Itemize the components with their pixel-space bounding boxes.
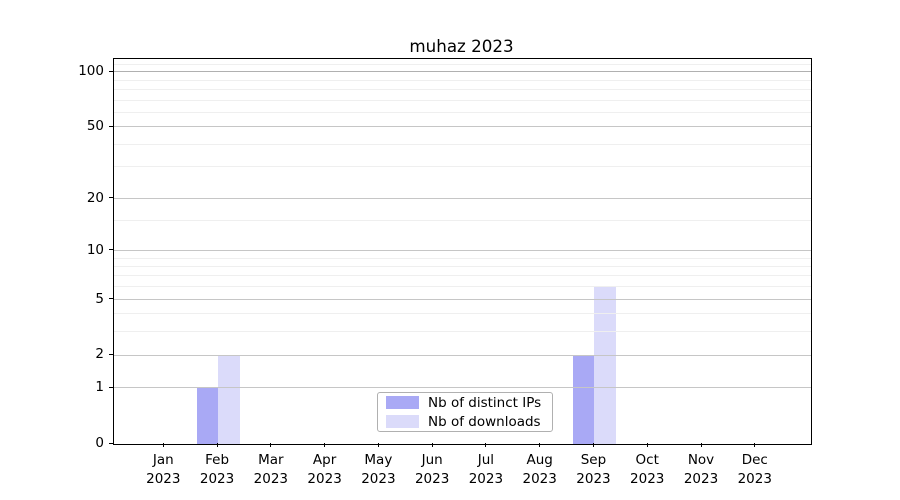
gridline-minor	[114, 313, 811, 315]
legend: Nb of distinct IPs Nb of downloads	[377, 392, 553, 432]
y-tick-label: 50	[86, 118, 104, 135]
x-tick-mark	[646, 443, 648, 447]
plot-area	[113, 58, 812, 445]
y-tick-label: 100	[78, 63, 104, 80]
y-tick-mark	[109, 197, 113, 199]
gridline-major	[114, 354, 811, 356]
x-tick-mark	[539, 443, 541, 447]
bar-sep-downloads	[594, 287, 616, 444]
bar-feb-downloads	[218, 355, 240, 444]
x-tick-label-jul: Jul 2023	[468, 452, 504, 487]
x-tick-label-oct: Oct 2023	[630, 452, 665, 487]
bar-feb-distinct-ips	[196, 388, 219, 444]
gridline-minor	[114, 63, 811, 65]
gridline-major	[114, 197, 811, 199]
y-tick-mark	[109, 70, 113, 72]
y-tick-mark	[109, 125, 113, 127]
x-tick-mark	[324, 443, 326, 447]
y-tick-label: 5	[95, 290, 104, 307]
x-tick-mark	[162, 443, 164, 447]
x-tick-label-feb: Feb 2023	[199, 452, 235, 487]
gridline-minor	[114, 219, 811, 221]
x-tick-mark	[216, 443, 218, 447]
x-tick-label-aug: Aug 2023	[522, 452, 557, 487]
y-tick-label: 2	[95, 346, 104, 363]
gridline-major	[114, 298, 811, 300]
x-tick-mark	[431, 443, 433, 447]
x-tick-label-dec: Dec 2023	[737, 452, 772, 487]
legend-swatch-distinct-ips	[386, 396, 419, 409]
x-tick-label-nov: Nov 2023	[683, 452, 719, 487]
y-tick-mark	[109, 249, 113, 251]
legend-label-downloads: Nb of downloads	[428, 413, 541, 430]
gridline-minor	[114, 143, 811, 145]
y-tick-label: 0	[95, 435, 104, 451]
y-tick-label: 10	[86, 241, 104, 258]
gridline-minor	[114, 89, 811, 90]
x-tick-mark	[270, 443, 272, 447]
gridline-minor	[114, 257, 811, 259]
y-tick-mark	[109, 353, 113, 355]
gridline-minor	[114, 111, 811, 113]
gridline-major	[114, 126, 811, 128]
gridline-major	[114, 387, 811, 389]
gridline-minor	[114, 331, 811, 333]
gridline-minor	[114, 166, 811, 168]
legend-item-downloads: Nb of downloads	[386, 414, 552, 430]
y-tick-mark	[109, 442, 113, 444]
x-tick-mark	[700, 443, 702, 447]
chart-title: muhaz 2023	[409, 36, 514, 56]
x-tick-label-mar: Mar 2023	[253, 452, 288, 487]
legend-swatch-downloads	[386, 415, 419, 428]
x-tick-label-jan: Jan 2023	[146, 452, 181, 487]
x-tick-label-may: May 2023	[361, 452, 396, 487]
gridline-major	[114, 71, 811, 73]
x-tick-label-apr: Apr 2023	[307, 452, 342, 487]
x-tick-mark	[377, 443, 379, 447]
gridline-minor	[114, 286, 811, 288]
y-tick-mark	[109, 298, 113, 300]
y-tick-mark	[109, 386, 113, 388]
x-tick-mark	[754, 443, 756, 447]
y-tick-label: 1	[95, 379, 104, 396]
gridline-minor	[114, 275, 811, 277]
gridline-major	[114, 249, 811, 251]
gridline-minor	[114, 79, 811, 81]
legend-item-distinct-ips: Nb of distinct IPs	[386, 395, 552, 411]
legend-label-distinct-ips: Nb of distinct IPs	[428, 394, 542, 411]
x-tick-mark	[485, 443, 487, 447]
y-tick-label: 20	[86, 189, 104, 206]
x-tick-mark	[592, 443, 594, 447]
x-tick-label-sep: Sep 2023	[576, 452, 611, 487]
x-tick-label-jun: Jun 2023	[414, 452, 450, 487]
gridline-minor	[114, 266, 811, 267]
bar-sep-distinct-ips	[572, 355, 595, 444]
gridline-minor	[114, 99, 811, 101]
